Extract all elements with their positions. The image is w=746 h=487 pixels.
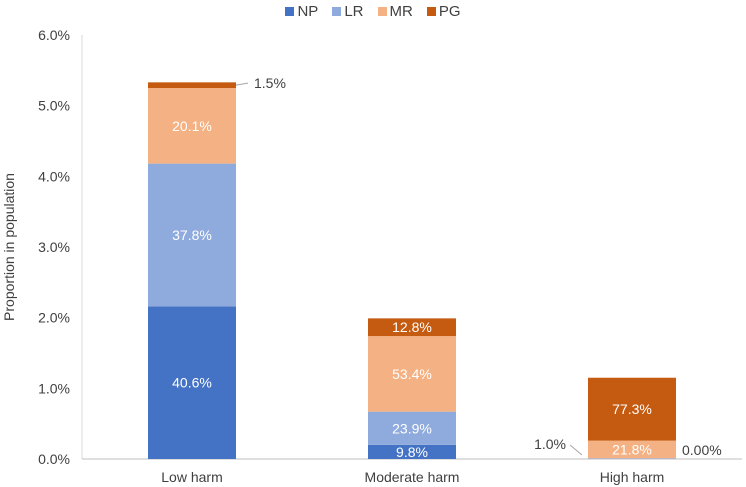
x-tick-labels: Low harm Moderate harm High harm — [161, 469, 664, 485]
label-leader-line — [235, 82, 249, 86]
data-label-lr: 37.8% — [172, 227, 212, 243]
legend-swatch-mr — [377, 6, 387, 16]
y-tick-label: 3.0% — [38, 239, 70, 255]
data-label-mr: 53.4% — [392, 366, 432, 382]
bar-segment-mr — [588, 440, 676, 459]
bar-segment-mr — [148, 88, 236, 164]
legend-label-np: NP — [297, 2, 319, 20]
legend: NP LR MR PG — [0, 0, 746, 22]
legend-swatch-np — [285, 6, 295, 16]
data-label-np: 0.00% — [682, 442, 722, 458]
bar-stacks — [148, 82, 676, 459]
bar-segment-lr — [368, 411, 456, 445]
y-tick-label: 6.0% — [38, 27, 70, 43]
data-label-lr: 1.0% — [534, 436, 566, 452]
legend-label-pg: PG — [438, 2, 461, 20]
legend-swatch-lr — [332, 6, 342, 16]
data-label-pg: 77.3% — [612, 401, 652, 417]
bar-segment-pg — [148, 82, 236, 88]
x-tick-label: High harm — [600, 469, 665, 485]
data-label-lr: 23.9% — [392, 420, 432, 436]
y-tick-label: 4.0% — [38, 168, 70, 184]
y-tick-label: 1.0% — [38, 380, 70, 396]
y-axis-title: Proportion in population — [1, 173, 17, 321]
x-tick-label: Low harm — [161, 469, 222, 485]
data-label-mr: 21.8% — [612, 441, 652, 457]
bar-segment-pg — [588, 377, 676, 441]
legend-item-lr: LR — [332, 2, 364, 20]
bar-segment-np — [368, 444, 456, 459]
bar-segment-lr — [148, 163, 236, 307]
legend-label-lr: LR — [344, 2, 364, 20]
y-tick-labels: 0.0% 1.0% 2.0% 3.0% 4.0% 5.0% 6.0% — [38, 27, 70, 467]
data-label-np: 40.6% — [172, 375, 212, 391]
label-leader-line — [569, 444, 583, 456]
data-label-np: 9.8% — [396, 444, 428, 460]
bar-segment-mr — [368, 336, 456, 412]
bar-segment-np — [148, 306, 236, 459]
x-tick-label: Moderate harm — [365, 469, 460, 485]
bar-segment-lr — [588, 458, 676, 459]
bar-segment-pg — [368, 318, 456, 337]
legend-item-np: NP — [285, 3, 318, 20]
legend-item-mr: MR — [377, 2, 413, 20]
y-tick-label: 5.0% — [38, 98, 70, 114]
legend-item-pg: PG — [426, 2, 461, 20]
data-label-pg: 1.5% — [254, 75, 286, 91]
legend-label-mr: MR — [389, 2, 413, 20]
data-label-pg: 12.8% — [392, 319, 432, 335]
legend-swatch-pg — [426, 6, 436, 16]
data-labels: 40.6% 37.8% 20.1% 1.5% 9.8% 23.9% 53.4% 12.8% 0.… — [172, 75, 722, 460]
y-tick-label: 2.0% — [38, 310, 70, 326]
y-tick-label: 0.0% — [38, 451, 70, 467]
data-label-mr: 20.1% — [172, 118, 212, 134]
